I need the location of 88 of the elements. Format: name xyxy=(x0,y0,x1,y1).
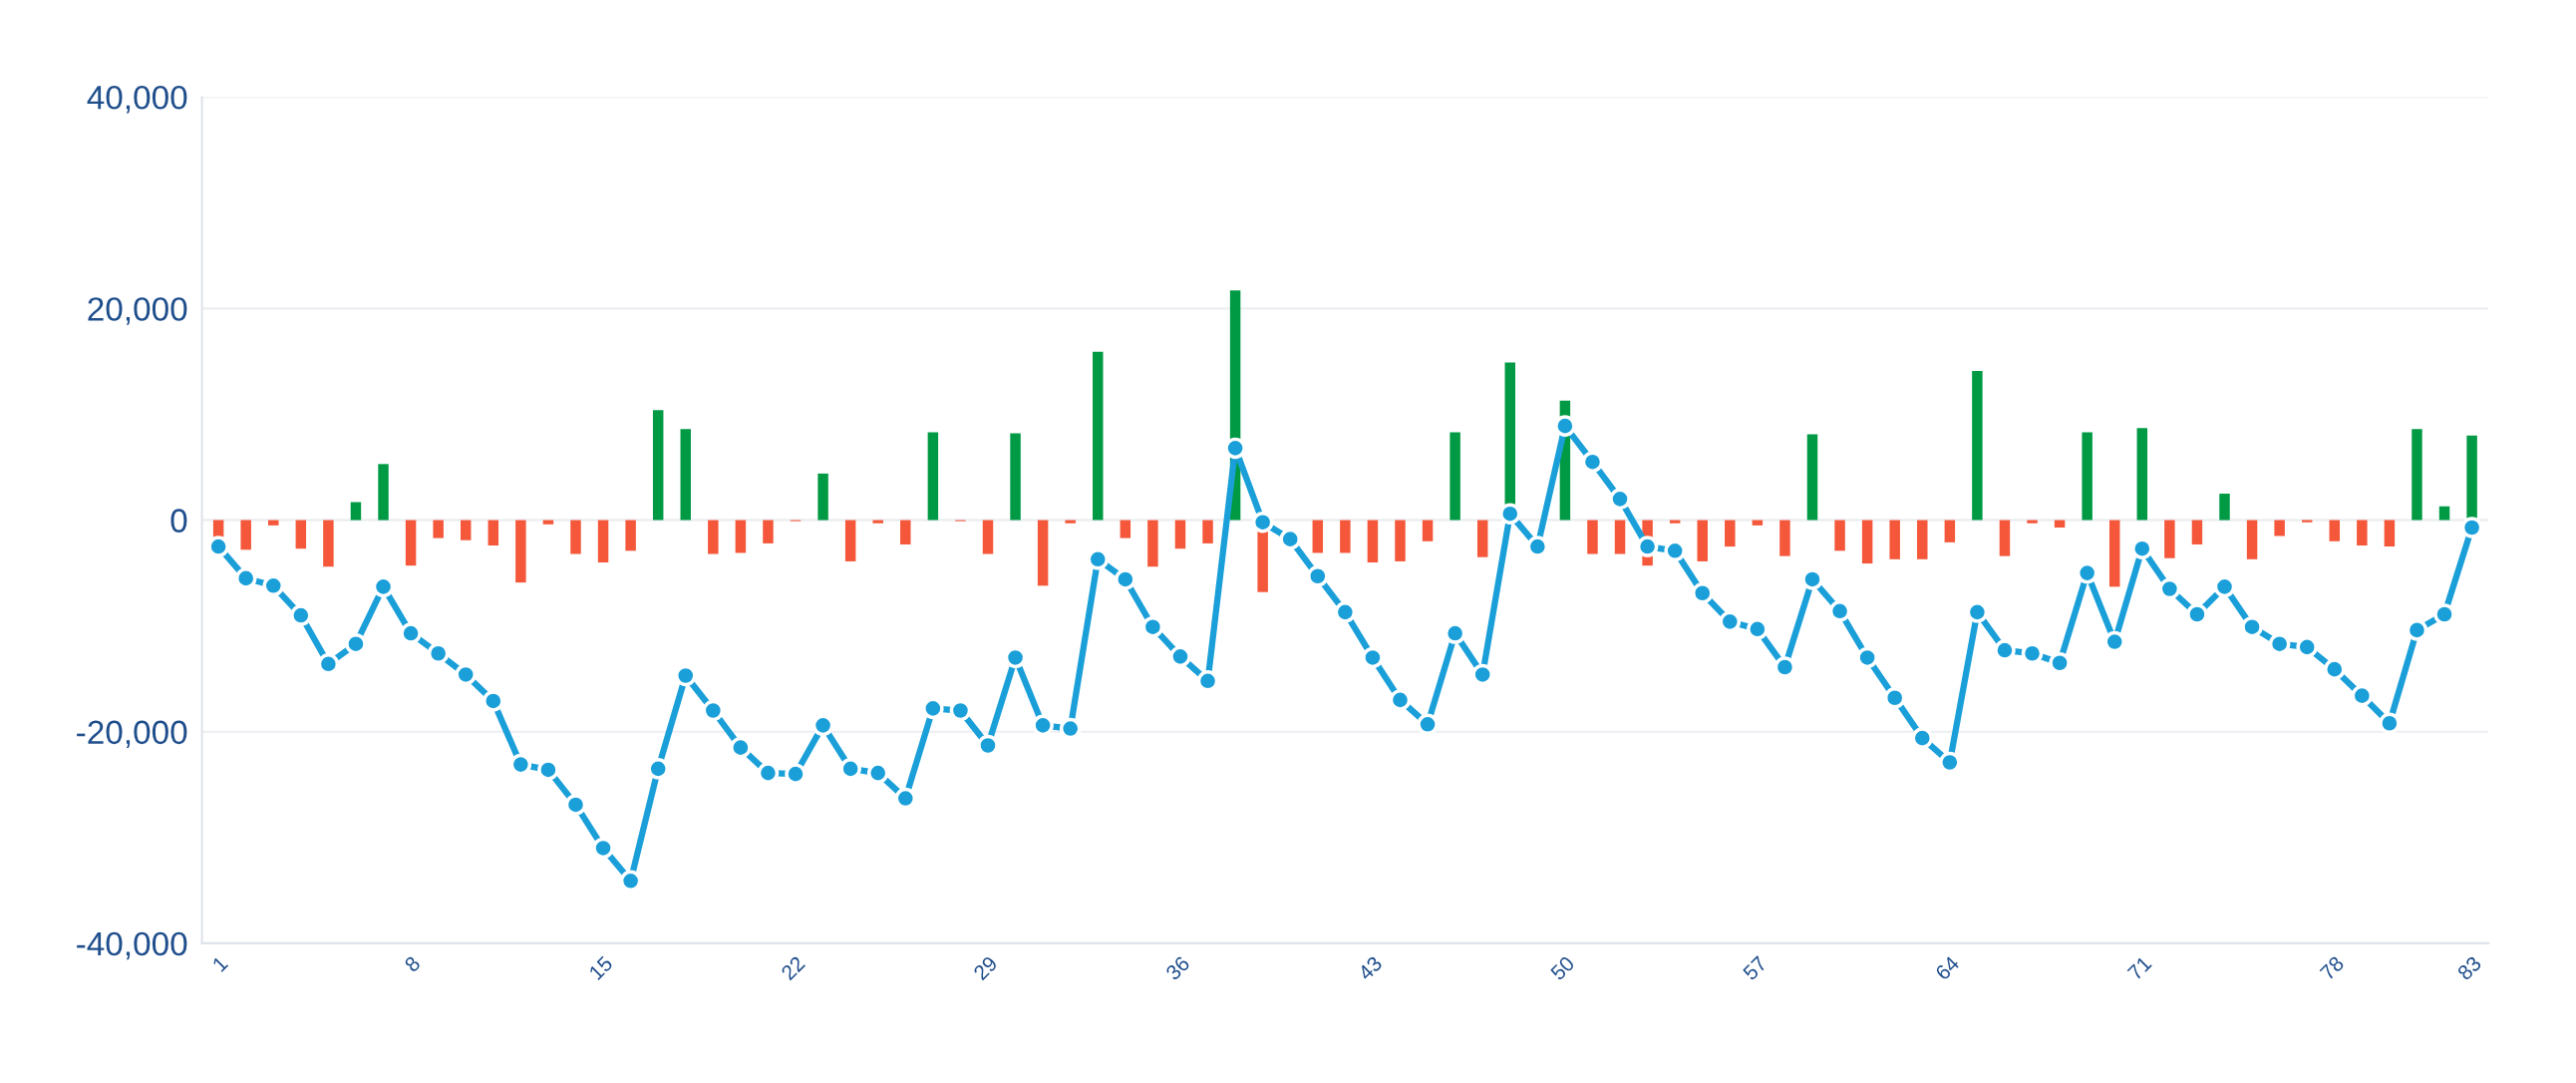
bar xyxy=(2329,520,2341,542)
bar xyxy=(2301,520,2313,523)
bar xyxy=(2357,520,2368,546)
bar xyxy=(2438,506,2450,521)
bar xyxy=(1697,520,1708,561)
bar xyxy=(405,520,417,566)
bar xyxy=(240,520,251,550)
bar xyxy=(2246,520,2258,559)
bar xyxy=(2027,520,2038,524)
x-tick-label: 8 xyxy=(403,955,422,973)
bar xyxy=(1340,520,1351,553)
bar xyxy=(2191,520,2203,544)
bar xyxy=(2054,520,2066,528)
bar xyxy=(680,429,691,521)
bar xyxy=(708,520,719,554)
bar xyxy=(515,520,526,583)
bar xyxy=(2219,494,2230,521)
bar xyxy=(817,473,828,521)
x-tick-label: 29 xyxy=(972,955,999,981)
y-tick-label: -20,000 xyxy=(77,720,187,749)
bar xyxy=(2274,520,2285,537)
bar xyxy=(1422,520,1434,542)
bar xyxy=(1669,520,1681,524)
bar xyxy=(1614,520,1626,554)
bar xyxy=(1202,520,1213,543)
bar xyxy=(927,432,939,521)
bar xyxy=(2164,520,2175,558)
bar xyxy=(1806,434,1818,521)
x-tick-label: 43 xyxy=(1357,955,1384,981)
bar xyxy=(844,520,856,561)
y-tick-label: 40,000 xyxy=(87,86,187,114)
bar xyxy=(1449,432,1460,521)
bar xyxy=(1999,520,2011,556)
bar xyxy=(900,520,911,544)
x-tick-label: 1 xyxy=(211,955,229,972)
x-tick-label: 15 xyxy=(588,955,614,981)
bar xyxy=(1972,370,1983,521)
bar xyxy=(1147,520,1158,567)
bar xyxy=(872,520,883,524)
x-tick-label: 36 xyxy=(1164,955,1191,981)
bar xyxy=(652,410,664,521)
bar xyxy=(1725,520,1736,547)
bar xyxy=(2412,429,2422,521)
bar xyxy=(982,520,994,554)
bar xyxy=(1010,433,1021,521)
x-tick-label: 50 xyxy=(1549,954,1576,981)
bar xyxy=(487,520,499,546)
x-tick-label: 78 xyxy=(2319,955,2345,981)
bar xyxy=(433,520,444,539)
bar xyxy=(1779,520,1790,556)
bar xyxy=(1367,520,1379,562)
bar xyxy=(625,520,636,551)
bar xyxy=(2136,428,2148,521)
bar xyxy=(570,520,581,554)
bar xyxy=(1944,520,1956,542)
bar xyxy=(350,502,362,521)
bar xyxy=(2384,520,2396,547)
bar xyxy=(1861,520,1873,564)
bar xyxy=(1889,520,1900,559)
bar xyxy=(735,520,747,553)
bar xyxy=(1476,520,1488,557)
bar xyxy=(1587,520,1598,554)
bar xyxy=(1917,520,1928,559)
y-tick-label: 20,000 xyxy=(88,297,187,325)
bar xyxy=(378,464,389,521)
bar xyxy=(1312,520,1324,553)
x-tick-label: 71 xyxy=(2126,955,2152,981)
bar xyxy=(323,520,334,567)
y-tick-label: 0 xyxy=(170,509,187,533)
bar xyxy=(1120,520,1131,539)
bar xyxy=(1834,520,1845,551)
bar xyxy=(1093,351,1104,521)
bar xyxy=(763,520,774,543)
bar xyxy=(1174,520,1186,549)
x-tick-label: 64 xyxy=(1934,954,1961,981)
x-tick-label: 57 xyxy=(1742,955,1768,981)
bar xyxy=(2082,432,2093,521)
x-tick-label: 83 xyxy=(2456,955,2482,981)
bar xyxy=(597,520,609,562)
bar xyxy=(1395,520,1406,561)
bar xyxy=(2109,520,2120,587)
bar xyxy=(1037,520,1049,586)
bar xyxy=(1065,520,1076,524)
y-tick-label: -40,000 xyxy=(77,931,187,960)
bar xyxy=(295,520,307,549)
bar xyxy=(460,520,472,541)
x-tick-label: 22 xyxy=(780,955,805,981)
bar xyxy=(542,520,554,525)
